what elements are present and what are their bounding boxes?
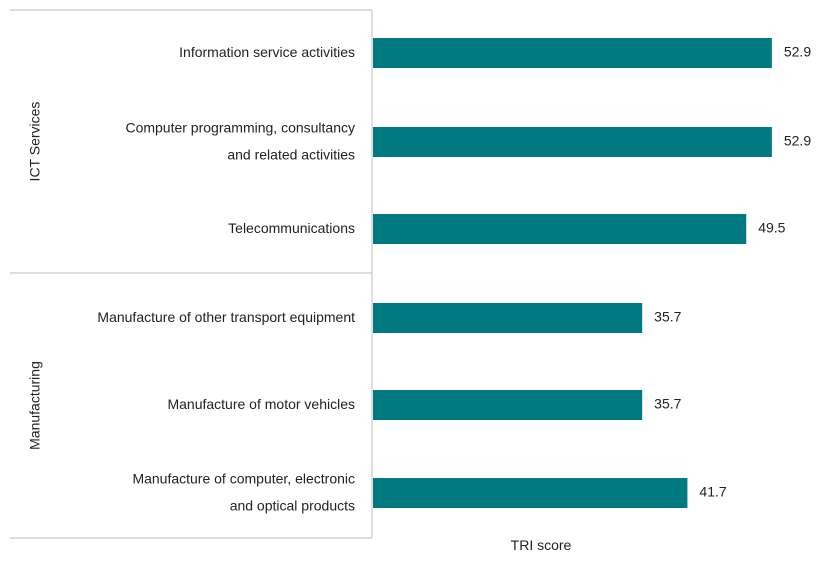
group-label-0: ICT Services xyxy=(27,102,43,182)
value-label: 49.5 xyxy=(758,220,785,236)
value-label: 35.7 xyxy=(654,396,681,412)
value-labels: 52.9 52.9 49.5 35.7 35.7 41.7 xyxy=(654,44,811,500)
value-label: 52.9 xyxy=(784,44,811,60)
bar xyxy=(373,303,643,333)
value-label: 41.7 xyxy=(699,484,726,500)
category-label: Information service activities xyxy=(179,44,355,60)
category-label: Manufacture of motor vehicles xyxy=(167,396,355,412)
bar xyxy=(373,478,688,508)
value-label: 35.7 xyxy=(654,309,681,325)
group-label-1: Manufacturing xyxy=(27,361,43,450)
bar xyxy=(373,38,772,68)
category-label: Manufacture of other transport equipment xyxy=(97,309,355,325)
bar xyxy=(373,127,772,157)
bars xyxy=(373,38,772,508)
group-labels: ICT Services Manufacturing xyxy=(27,102,43,450)
chart-frame xyxy=(10,9,373,539)
category-labels: Information service activities Computer p… xyxy=(97,44,355,514)
bar xyxy=(373,214,747,244)
x-axis-title: TRI score xyxy=(511,537,572,553)
bar xyxy=(373,390,643,420)
category-label: Telecommunications xyxy=(228,220,355,236)
category-label: Computer programming, consultancy and rel… xyxy=(125,119,355,162)
category-label: Manufacture of computer, electronic and o… xyxy=(132,470,355,513)
value-label: 52.9 xyxy=(784,133,811,149)
